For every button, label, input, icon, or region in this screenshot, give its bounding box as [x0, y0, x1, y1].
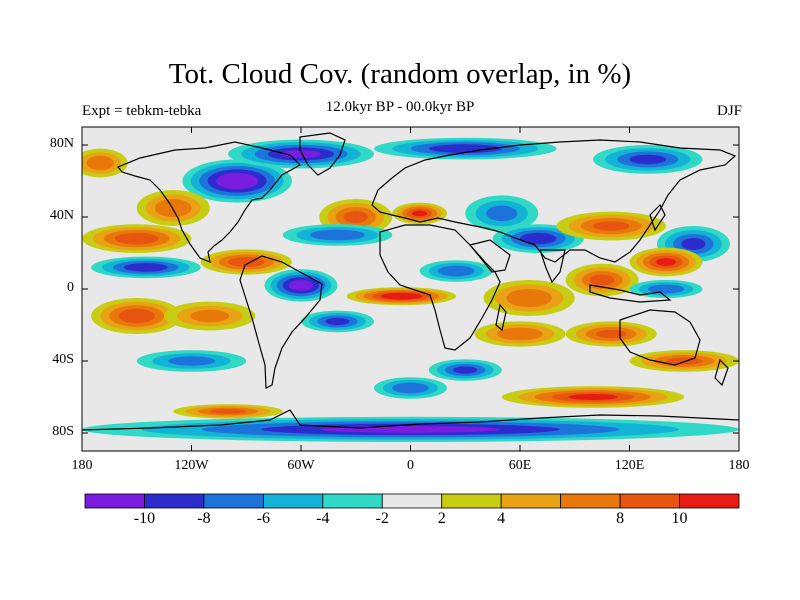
anomaly-contour	[656, 258, 676, 266]
anomaly-contour	[568, 394, 618, 400]
anomaly-contour	[681, 238, 706, 250]
colorbar-label: -4	[316, 510, 330, 527]
anomaly-contour	[325, 317, 350, 325]
y-axis-ticks	[82, 144, 739, 434]
y-tick-label: 0	[67, 280, 74, 295]
colorbar-box	[84, 493, 145, 509]
anomaly-contour	[114, 232, 159, 245]
anomaly-contour	[589, 274, 615, 286]
coastline-north-america	[117, 141, 301, 263]
anomaly-contour	[388, 294, 415, 299]
coastline-india	[539, 249, 566, 284]
colorbar-box	[262, 493, 324, 509]
colorbar-label: -10	[133, 510, 156, 527]
coastline-africa	[379, 224, 501, 351]
anomaly-contour	[629, 154, 666, 165]
period-label: 12.0kyr BP - 00.0kyr BP	[325, 99, 475, 115]
anomaly-contour	[224, 176, 250, 186]
coastline-arabia	[468, 239, 511, 273]
colorbar-box	[679, 493, 740, 509]
anomaly-contour	[190, 309, 230, 323]
x-tick-label: 180	[71, 458, 93, 473]
anomaly-contour	[647, 284, 685, 294]
anomaly-contour	[437, 265, 475, 277]
anomaly-contour	[392, 382, 429, 394]
coastline-indonesia	[589, 284, 672, 303]
colorbar-box	[441, 493, 502, 509]
colorbar-box	[619, 493, 680, 509]
y-tick-label: 80N	[49, 136, 74, 151]
anomaly-contour	[86, 155, 114, 171]
colorbar-label: -6	[256, 510, 271, 527]
colorbar-box	[322, 493, 383, 509]
colorbar-box	[381, 493, 443, 509]
anomaly-contour	[666, 357, 703, 365]
colorbar-label: 4	[497, 510, 506, 527]
anomaly-contour	[155, 199, 192, 217]
season-label: DJF	[716, 103, 742, 119]
anomaly-contour	[118, 308, 155, 324]
coastlines	[82, 132, 739, 431]
anomaly-contour	[123, 263, 168, 272]
colorbar-label: 8	[616, 510, 625, 527]
map-title: Tot. Cloud Cov. (random overlap, in %)	[168, 58, 632, 90]
x-tick-label: 0	[407, 458, 414, 473]
colorbar-box	[203, 493, 264, 509]
coastline-greenland	[299, 132, 346, 176]
colorbar-label: 10	[671, 510, 688, 527]
coastline-south-america	[239, 255, 323, 389]
anomaly-contour	[506, 289, 552, 307]
x-tick-label: 60W	[287, 458, 315, 473]
anomaly-field	[82, 137, 739, 442]
anomaly-contour	[343, 211, 368, 223]
colorbar-label: 2	[437, 510, 446, 527]
y-tick-label: 40S	[52, 352, 74, 367]
anomaly-contour	[168, 356, 215, 366]
x-tick-label: 60E	[508, 458, 532, 473]
experiment-label: Expt = tebkm-tebka	[82, 103, 202, 119]
anomaly-contour	[412, 210, 428, 217]
anomaly-contour	[428, 144, 502, 153]
colorbar-box	[144, 493, 205, 509]
anomaly-contour	[486, 205, 518, 222]
anomaly-contour	[520, 232, 557, 245]
colorbar	[84, 493, 740, 509]
anomaly-contour	[288, 280, 314, 291]
colorbar-box	[560, 493, 621, 509]
x-tick-label: 180	[728, 458, 750, 473]
coastline-eurasia	[371, 139, 737, 263]
anomaly-contour	[209, 409, 247, 414]
colorbar-label: -2	[375, 510, 389, 527]
anomaly-contour	[593, 221, 630, 231]
coastline-madagascar	[495, 303, 507, 332]
y-tick-label: 40N	[49, 208, 74, 223]
anomaly-contour	[228, 256, 265, 268]
x-tick-label: 120E	[614, 458, 645, 473]
anomaly-contour	[310, 229, 365, 241]
colorbar-box	[500, 493, 562, 509]
anomaly-contour	[596, 329, 627, 339]
y-tick-label: 80S	[52, 424, 74, 439]
coastline-japan	[649, 203, 666, 232]
x-axis-ticks	[81, 127, 740, 451]
coastline-australia	[619, 309, 701, 366]
anomaly-contour	[497, 327, 543, 341]
colorbar-label: -8	[197, 510, 211, 527]
coastline-new-zealand	[714, 358, 729, 387]
coastline-antarctica	[82, 409, 739, 431]
x-tick-label: 120W	[174, 458, 209, 473]
anomaly-contour	[453, 366, 478, 374]
